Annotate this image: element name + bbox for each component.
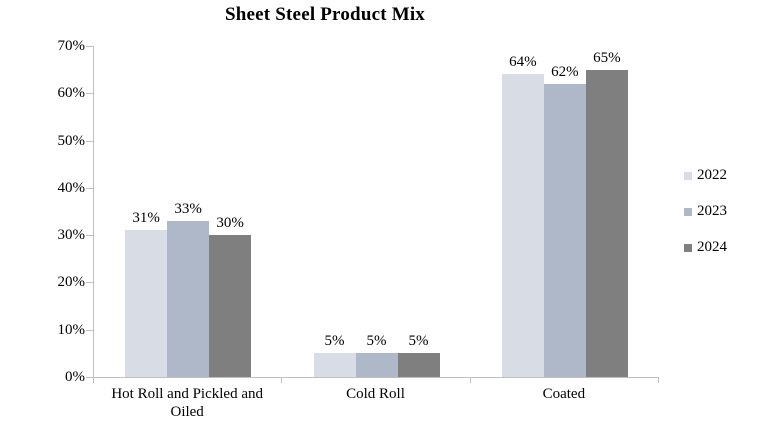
bar-value-label: 30%	[216, 215, 244, 232]
y-tick-label: 60%	[57, 85, 86, 102]
bar-2022-3	[501, 74, 544, 377]
legend-item-2023: 2023	[684, 202, 727, 221]
legend: 2022 2023 2024	[684, 166, 727, 274]
x-category-label: Coated	[542, 386, 586, 402]
bar-2023-2	[355, 353, 398, 377]
y-tick-label: 40%	[57, 179, 86, 196]
legend-item-2022: 2022	[684, 166, 727, 185]
y-tick-mark	[86, 187, 93, 189]
bar-value-label: 64%	[509, 54, 537, 71]
bar-2024-3	[585, 69, 628, 377]
y-tick-label: 50%	[57, 132, 86, 149]
y-tick-mark	[86, 377, 93, 378]
y-tick-label: 70%	[57, 38, 86, 54]
bar-value-label: 5%	[324, 333, 345, 350]
legend-swatch-icon	[684, 207, 692, 216]
y-tick-mark	[86, 235, 93, 237]
y-tick-mark	[86, 93, 93, 95]
bar-value-label: 5%	[366, 333, 387, 350]
y-tick-mark	[86, 140, 93, 142]
bar-2024-2	[397, 353, 440, 377]
legend-label: 2024	[697, 239, 727, 255]
y-tick-mark	[86, 282, 93, 284]
plot-area: 31% 33% 30% 5% 5% 5% 64% 62% 65%	[93, 46, 659, 378]
y-tick-label: 30%	[57, 227, 86, 244]
x-tick-mark	[93, 378, 94, 383]
x-tick-mark	[281, 378, 283, 383]
bar-2023-3	[543, 83, 586, 377]
y-tick-label: 20%	[57, 274, 86, 291]
y-tick-mark	[86, 329, 93, 331]
x-category-label: Cold Roll	[346, 386, 405, 402]
bar-value-label: 33%	[174, 200, 202, 217]
legend-item-2024: 2024	[684, 238, 727, 257]
y-tick-label: 10%	[57, 321, 86, 338]
chart-title: Sheet Steel Product Mix	[224, 4, 426, 25]
x-category-label: Hot Roll and Pickled and Oiled	[111, 386, 263, 420]
bar-2024-1	[209, 235, 252, 377]
bar-2022-2	[313, 353, 356, 377]
bar-2022-1	[125, 230, 168, 377]
bar-value-label: 65%	[593, 49, 621, 66]
legend-label: 2023	[697, 203, 727, 219]
legend-swatch-icon	[684, 243, 692, 252]
y-tick-label: 0%	[65, 369, 85, 385]
bar-2023-1	[167, 220, 210, 377]
x-tick-mark	[469, 378, 471, 383]
legend-label: 2022	[697, 167, 727, 183]
y-tick-mark	[86, 46, 93, 47]
bar-value-label: 62%	[551, 63, 579, 80]
legend-swatch-icon	[684, 171, 692, 180]
bar-value-label: 5%	[408, 333, 429, 350]
bar-value-label: 31%	[132, 210, 160, 227]
x-tick-mark	[658, 378, 659, 383]
